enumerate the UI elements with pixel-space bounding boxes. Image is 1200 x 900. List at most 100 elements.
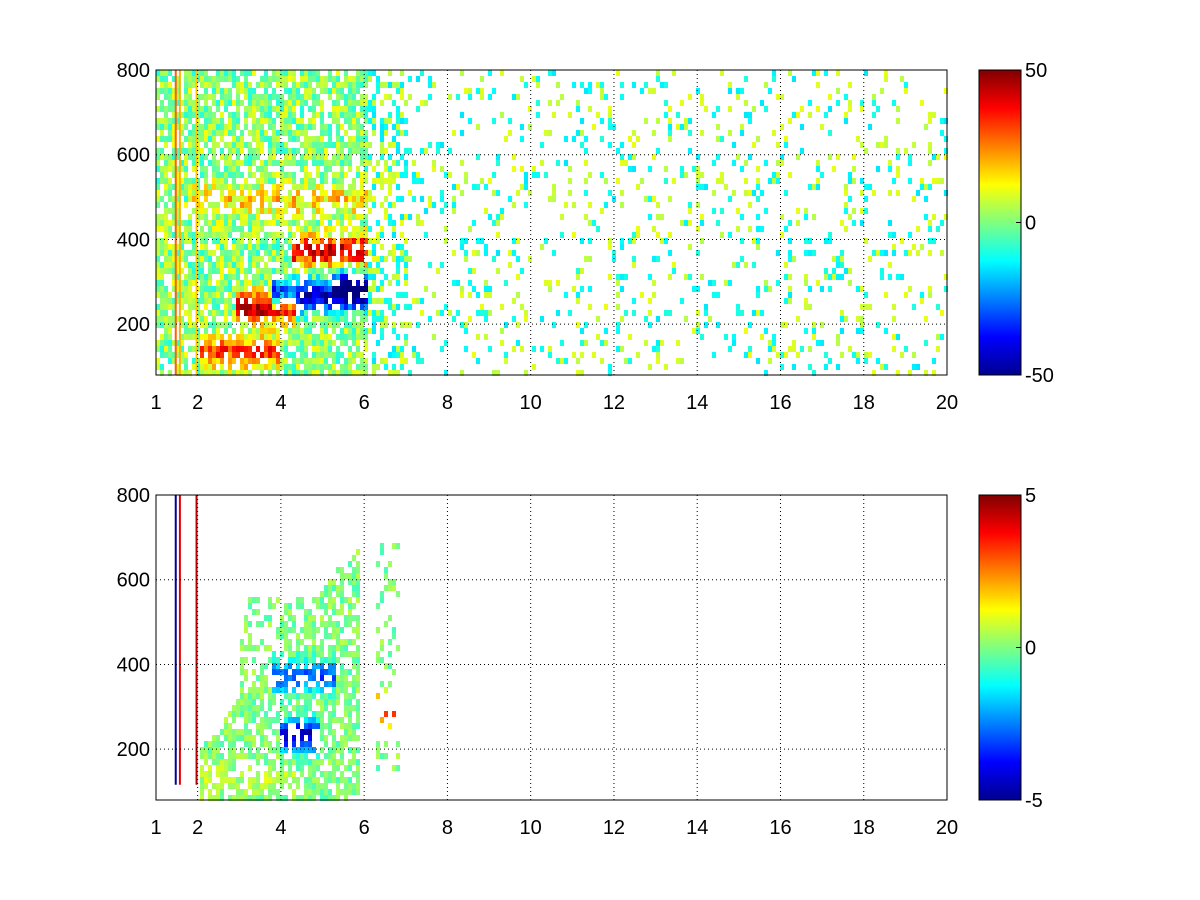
heatmap-cell: [548, 280, 552, 286]
heatmap-cell: [200, 112, 204, 118]
heatmap-cell: [364, 148, 368, 154]
heatmap-cell: [216, 783, 220, 789]
heatmap-cell: [260, 82, 264, 88]
heatmap-cell: [208, 280, 212, 286]
y-tick-label: 600: [117, 145, 150, 167]
heatmap-streak: [195, 70, 198, 375]
heatmap-cell: [252, 292, 256, 298]
heatmap-cell: [576, 370, 580, 376]
heatmap-cell: [332, 292, 336, 298]
heatmap-cell: [260, 693, 264, 699]
heatmap-cell: [284, 262, 288, 268]
heatmap-cell: [248, 190, 252, 196]
heatmap-cell: [372, 316, 376, 322]
heatmap-cell: [344, 687, 348, 693]
heatmap-cell: [320, 322, 324, 328]
heatmap-cell: [576, 106, 580, 112]
heatmap-cell: [204, 280, 208, 286]
heatmap-cell: [324, 322, 328, 328]
heatmap-cell: [236, 238, 240, 244]
heatmap-cell: [932, 154, 936, 160]
heatmap-cell: [232, 316, 236, 322]
heatmap-cell: [188, 136, 192, 142]
heatmap-cell: [252, 184, 256, 190]
heatmap-cell: [204, 70, 208, 76]
heatmap-cell: [656, 76, 660, 82]
heatmap-cell: [836, 340, 840, 346]
heatmap-cell: [176, 118, 180, 124]
heatmap-cell: [180, 166, 184, 172]
heatmap-cell: [336, 310, 340, 316]
heatmap-cell: [320, 88, 324, 94]
heatmap-cell: [348, 238, 352, 244]
heatmap-cell: [276, 250, 280, 256]
heatmap-cell: [184, 124, 188, 130]
heatmap-cell: [172, 214, 176, 220]
heatmap-cell: [864, 358, 868, 364]
heatmap-cell: [372, 328, 376, 334]
heatmap-cell: [344, 741, 348, 747]
heatmap-cell: [356, 82, 360, 88]
heatmap-cell: [816, 106, 820, 112]
heatmap-cell: [780, 322, 784, 328]
heatmap-cell: [292, 657, 296, 663]
heatmap-cell: [320, 148, 324, 154]
heatmap-cell: [232, 160, 236, 166]
heatmap-cell: [316, 226, 320, 232]
heatmap-cell: [644, 340, 648, 346]
heatmap-cell: [364, 364, 368, 370]
heatmap-cell: [272, 310, 276, 316]
heatmap-cell: [512, 202, 516, 208]
heatmap-cell: [256, 238, 260, 244]
heatmap-cell: [316, 723, 320, 729]
heatmap-cell: [240, 286, 244, 292]
heatmap-cell: [356, 262, 360, 268]
heatmap-cell: [924, 370, 928, 376]
heatmap-cell: [304, 178, 308, 184]
heatmap-cell: [788, 256, 792, 262]
heatmap-cell: [316, 136, 320, 142]
heatmap-cell: [520, 346, 524, 352]
heatmap-cell: [540, 160, 544, 166]
heatmap-cell: [756, 286, 760, 292]
heatmap-cell: [780, 232, 784, 238]
heatmap-cell: [276, 148, 280, 154]
heatmap-cell: [284, 142, 288, 148]
heatmap-cell: [408, 148, 412, 154]
heatmap-cell: [356, 172, 360, 178]
heatmap-cell: [180, 100, 184, 106]
heatmap-cell: [348, 639, 352, 645]
heatmap-cell: [300, 771, 304, 777]
heatmap-cell: [220, 310, 224, 316]
heatmap-cell: [656, 70, 660, 76]
heatmap-cell: [296, 256, 300, 262]
heatmap-cell: [352, 328, 356, 334]
heatmap-cell: [812, 70, 816, 76]
heatmap-cell: [404, 268, 408, 274]
heatmap-cell: [272, 759, 276, 765]
heatmap-cell: [204, 346, 208, 352]
heatmap-cell: [296, 214, 300, 220]
heatmap-cell: [260, 274, 264, 280]
heatmap-cell: [200, 82, 204, 88]
heatmap-cell: [316, 238, 320, 244]
heatmap-cell: [872, 94, 876, 100]
heatmap-cell: [272, 352, 276, 358]
heatmap-cell: [212, 292, 216, 298]
heatmap-cell: [380, 639, 384, 645]
heatmap-cell: [360, 310, 364, 316]
heatmap-cell: [692, 328, 696, 334]
heatmap-cell: [536, 82, 540, 88]
heatmap-cell: [276, 106, 280, 112]
heatmap-cell: [216, 130, 220, 136]
heatmap-cell: [892, 178, 896, 184]
heatmap-cell: [300, 639, 304, 645]
heatmap-cell: [196, 310, 200, 316]
heatmap-cell: [280, 681, 284, 687]
heatmap-cell: [392, 250, 396, 256]
heatmap-cell: [900, 274, 904, 280]
heatmap-cell: [336, 358, 340, 364]
heatmap-cell: [224, 262, 228, 268]
heatmap-cell: [236, 118, 240, 124]
heatmap-cell: [228, 70, 232, 76]
